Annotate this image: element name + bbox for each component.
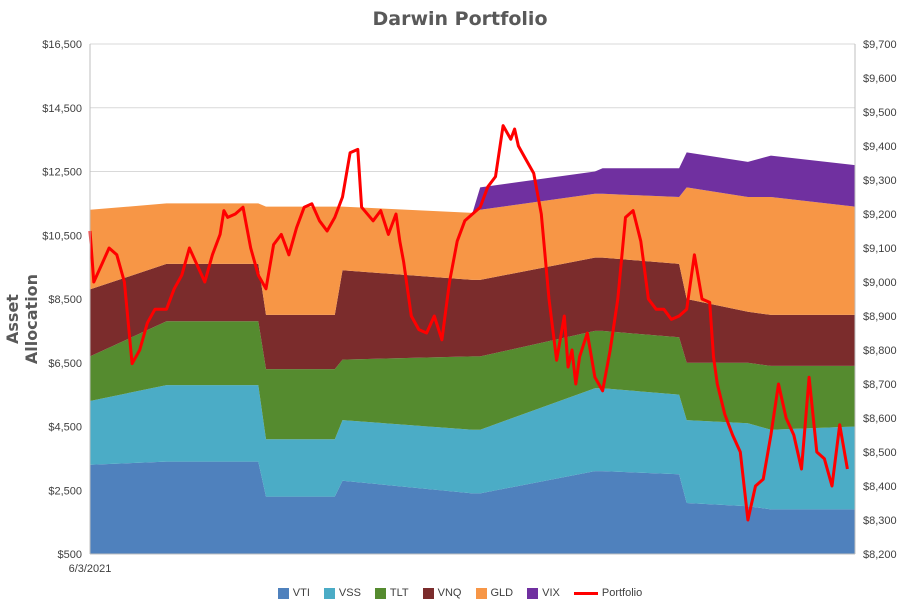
legend-item-vti: VTI: [277, 587, 310, 599]
legend-label: VSS: [338, 587, 361, 599]
legend-swatch: [422, 587, 434, 599]
legend-swatch: [323, 587, 335, 599]
left-tick-label: $14,500: [42, 103, 82, 115]
axes: [89, 44, 856, 555]
legend-item-tlt: TLT: [374, 587, 409, 599]
area-vnq: [90, 257, 855, 370]
right-tick-label: $9,100: [863, 243, 897, 255]
left-tick-label: $16,500: [42, 39, 82, 51]
chart-title: Darwin Portfolio: [372, 8, 548, 30]
legend-swatch: [527, 587, 539, 599]
right-tick-label: $9,300: [863, 175, 897, 187]
legend-swatch: [374, 587, 386, 599]
left-tick-label: $4,500: [48, 422, 82, 434]
legend-swatch: [277, 587, 289, 599]
right-tick-label: $8,900: [863, 311, 897, 323]
area-gld: [90, 187, 855, 315]
right-tick-label: $8,400: [863, 481, 897, 493]
right-axis-ticks: $8,200 $8,300 $8,400 $8,500 $8,600 $8,700 $8,8…: [863, 39, 897, 561]
right-tick-label: $8,700: [863, 379, 897, 391]
portfolio-line-layer: [88, 124, 849, 522]
legend: VTI VSS TLT VNQ GLD VIX Portfolio: [0, 587, 920, 599]
right-tick-label: $8,200: [863, 549, 897, 561]
legend-item-vss: VSS: [323, 587, 361, 599]
legend-item-vnq: VNQ: [422, 587, 462, 599]
legend-label: VNQ: [437, 587, 462, 599]
right-tick-label: $8,600: [863, 413, 897, 425]
left-tick-label: $10,500: [42, 230, 82, 242]
legend-item-vix: VIX: [527, 587, 560, 599]
legend-label: TLT: [389, 587, 409, 599]
right-tick-label: $9,500: [863, 107, 897, 119]
left-tick-label: $2,500: [48, 485, 82, 497]
stacked-areas: [90, 152, 855, 554]
area-vti: [90, 461, 855, 554]
left-tick-label: $500: [58, 549, 82, 561]
legend-label: VTI: [292, 587, 310, 599]
area-vix: [90, 152, 855, 213]
legend-label: GLD: [490, 587, 514, 599]
right-tick-label: $8,300: [863, 515, 897, 527]
right-tick-label: $8,800: [863, 345, 897, 357]
left-tick-label: $8,500: [48, 294, 82, 306]
right-tick-label: $8,500: [863, 447, 897, 459]
right-tick-label: $9,200: [863, 209, 897, 221]
legend-swatch: [475, 587, 487, 599]
area-tlt: [90, 321, 855, 440]
right-tick-label: $9,700: [863, 39, 897, 51]
area-vss: [90, 385, 855, 510]
x-start-label: 6/3/2021: [69, 563, 112, 575]
legend-item-portfolio: Portfolio: [573, 587, 643, 599]
legend-swatch: [573, 591, 598, 595]
left-axis-ticks: $500 $2,500 $4,500 $6,500 $8,500 $10,500 $12,5…: [42, 39, 82, 561]
left-tick-label: $12,500: [42, 167, 82, 179]
legend-item-gld: GLD: [475, 587, 514, 599]
right-tick-label: $9,000: [863, 277, 897, 289]
left-tick-label: $6,500: [48, 358, 82, 370]
right-tick-label: $9,400: [863, 141, 897, 153]
legend-label: Portfolio: [601, 587, 643, 599]
portfolio-line: [88, 124, 849, 522]
right-tick-label: $9,600: [863, 73, 897, 85]
legend-label: VIX: [542, 587, 560, 599]
